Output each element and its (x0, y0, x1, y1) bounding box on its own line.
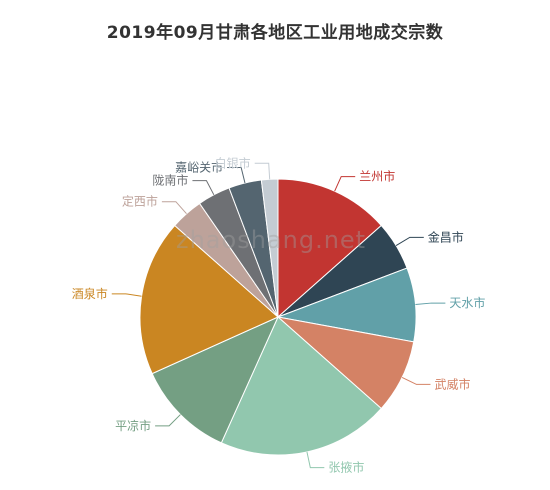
pie-slice-6[interactable] (151, 316, 279, 444)
label-line-slice-7 (111, 293, 142, 297)
label-slice-10: 嘉峪关市 (175, 159, 223, 174)
label-line-slice-3 (415, 302, 446, 306)
label-line-slice-6 (155, 414, 181, 427)
label-line-slice-9 (192, 180, 215, 196)
label-slice-8: 定西市 (122, 194, 158, 209)
pie-slice-5[interactable] (220, 316, 383, 456)
label-slice-9: 陇南市 (152, 173, 188, 188)
pie-slice-7[interactable] (139, 224, 279, 375)
label-line-slice-4 (401, 376, 431, 385)
label-line-slice-8 (161, 201, 187, 215)
chart-title: 2019年09月甘肃各地区工业用地成交宗数 (106, 23, 444, 43)
label-line-slice-11 (254, 162, 271, 180)
label-slice-7: 酒泉市 (72, 286, 108, 301)
label-slice-6: 平凉市 (115, 418, 151, 433)
label-slice-11: 白银市 (215, 155, 251, 170)
pie-slice-1[interactable] (277, 178, 382, 319)
label-line-slice-2 (395, 236, 424, 247)
label-slice-4: 武威市 (434, 376, 470, 391)
label-slice-2: 金昌市 (428, 229, 464, 244)
label-line-slice-1 (334, 176, 356, 192)
label-line-slice-10 (227, 166, 246, 184)
watermark-text: zhaoshang.net (176, 226, 367, 254)
label-slice-1: 兰州市 (359, 169, 395, 184)
label-slice-3: 天水市 (449, 295, 485, 310)
label-line-slice-5 (306, 451, 325, 469)
label-slice-5: 张掖市 (328, 460, 364, 475)
